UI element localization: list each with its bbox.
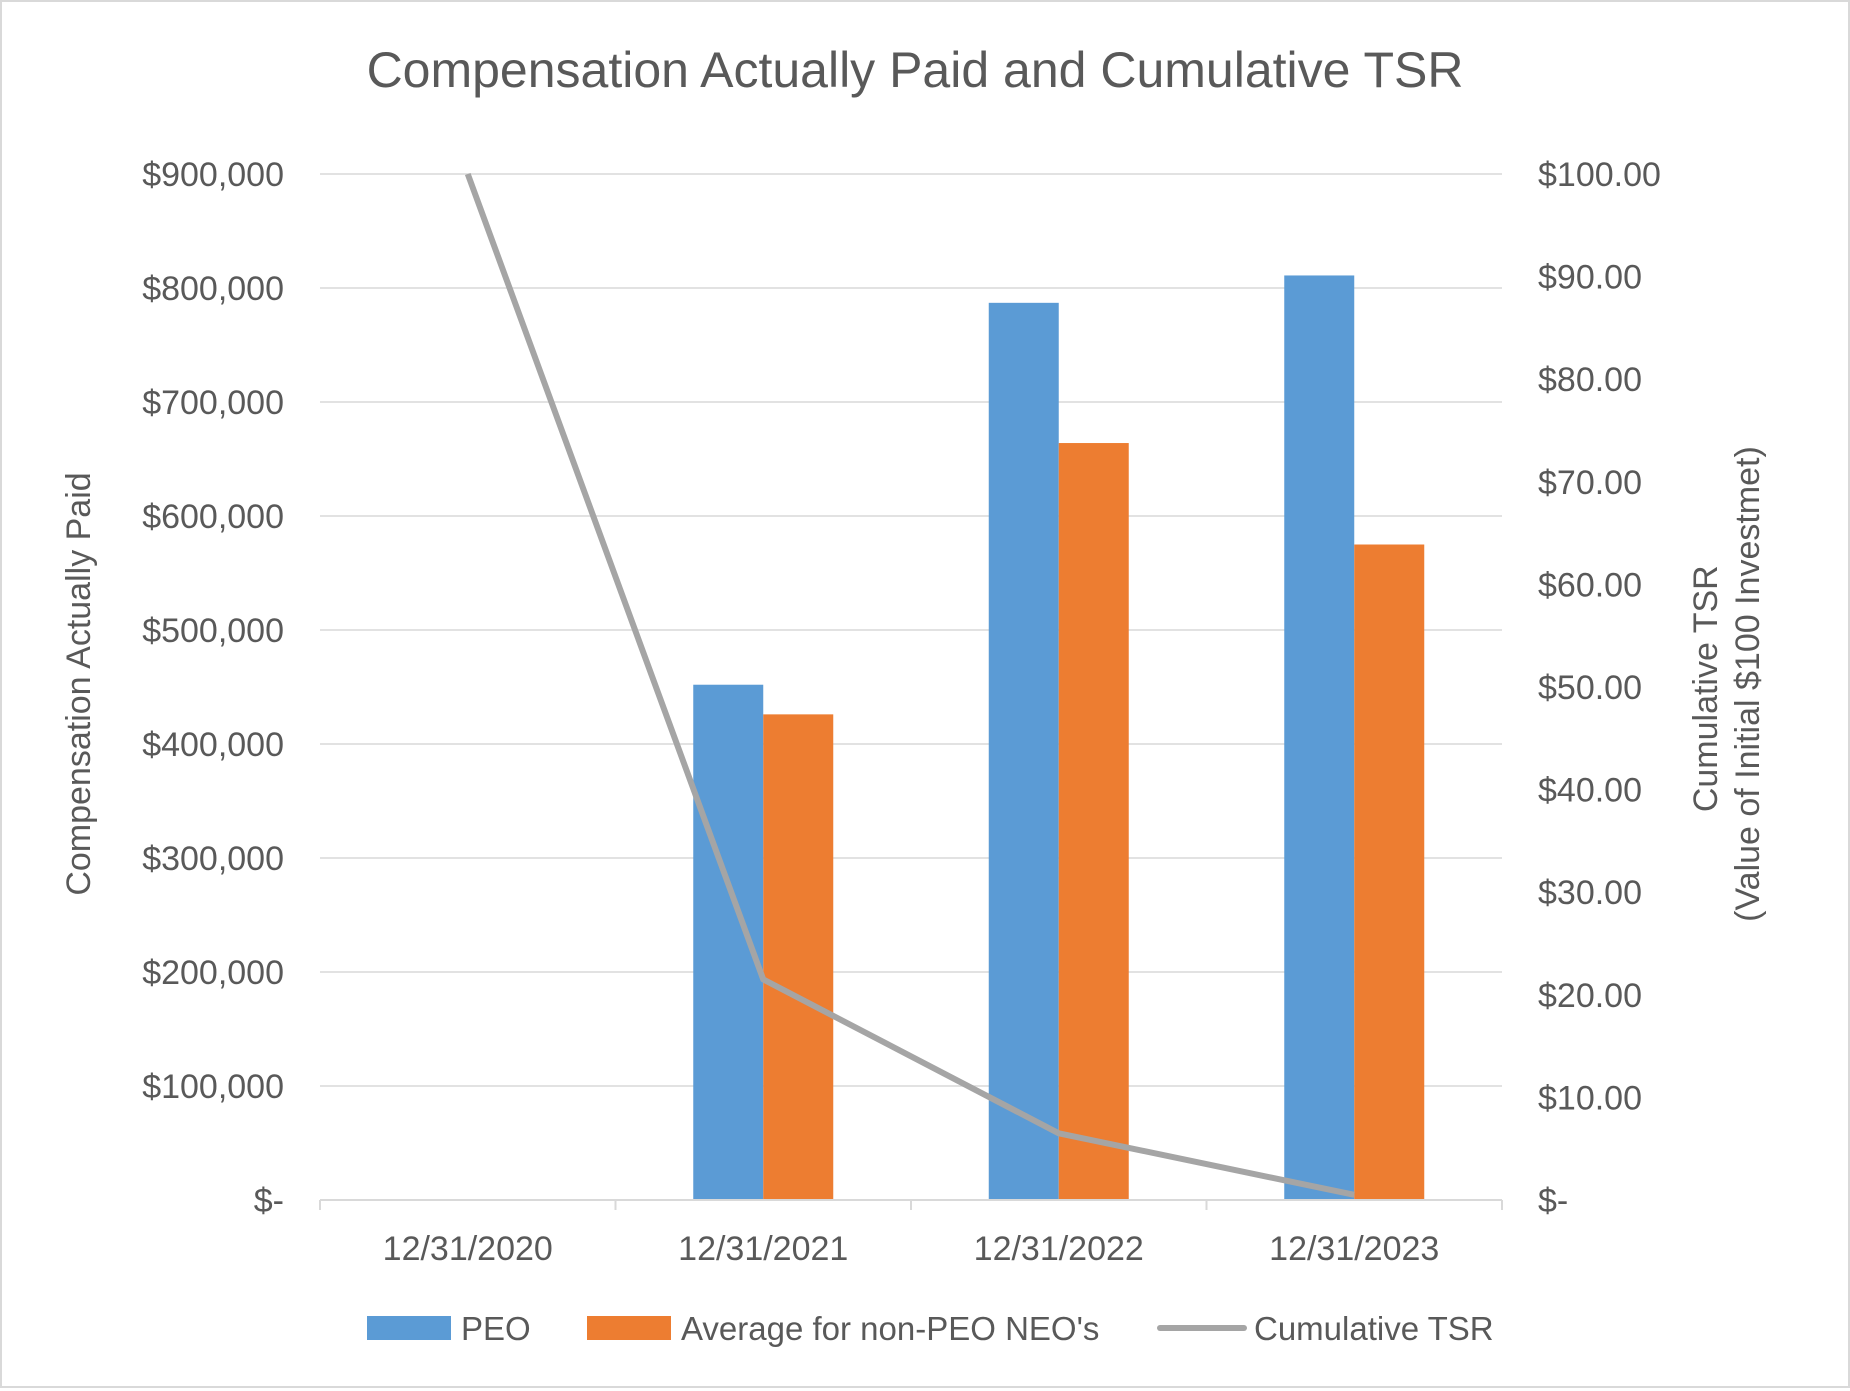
left-tick-label: $-: [254, 1182, 284, 1220]
peo-bar: [988, 302, 1059, 1200]
legend-non-peo-neo-label: Average for non-PEO NEO's: [681, 1310, 1099, 1347]
right-tick-label: $80.00: [1538, 361, 1642, 399]
x-tick-label: 12/31/2023: [1269, 1230, 1439, 1268]
peo-bar: [1284, 275, 1355, 1201]
right-tick-label: $40.00: [1538, 772, 1642, 810]
left-tick-label: $500,000: [142, 612, 284, 650]
left-tick-label: $100,000: [142, 1068, 284, 1106]
right-axis-title-line-1: Cumulative TSR: [1687, 565, 1725, 812]
left-tick-label: $700,000: [142, 384, 284, 422]
non-peo-neo-bar: [1354, 544, 1425, 1200]
left-axis-title: Compensation Actually Paid: [60, 472, 98, 895]
left-axis-ticks: $- $100,000 $200,000 $300,000 $400,000 $500,0…: [142, 156, 284, 1220]
right-axis-title: Cumulative TSR (Value of Initial $100 In…: [1687, 446, 1767, 922]
x-tick-label: 12/31/2022: [974, 1230, 1144, 1268]
left-tick-label: $300,000: [142, 840, 284, 878]
left-tick-label: $800,000: [142, 270, 284, 308]
legend-cumulative-tsr-label: Cumulative TSR: [1254, 1310, 1494, 1347]
right-tick-label: $30.00: [1538, 874, 1642, 912]
x-tick-label: 12/31/2021: [678, 1230, 848, 1268]
bars: [693, 275, 1425, 1201]
gridlines: [320, 173, 1502, 1087]
cumulative-tsr-line: [464, 172, 1355, 1198]
x-tick-label: 12/31/2020: [383, 1230, 553, 1268]
left-tick-label: $600,000: [142, 498, 284, 536]
right-tick-label: $-: [1538, 1182, 1568, 1220]
right-axis-title-line-2: (Value of Initial $100 Investmet): [1729, 446, 1767, 922]
legend-peo-swatch: [367, 1316, 451, 1340]
right-tick-label: $10.00: [1538, 1079, 1642, 1117]
left-tick-label: $200,000: [142, 954, 284, 992]
chart-title: Compensation Actually Paid and Cumulativ…: [367, 42, 1464, 98]
right-tick-label: $100.00: [1538, 156, 1661, 194]
tsr-line-layer: [464, 172, 1355, 1198]
non-peo-neo-bar: [763, 714, 834, 1200]
legend: PEO Average for non-PEO NEO's Cumulative T…: [367, 1310, 1494, 1347]
legend-non-peo-neo-swatch: [587, 1316, 671, 1340]
right-axis-ticks: $- $10.00 $20.00 $30.00 $40.00 $50.00 $60.00 $7…: [1538, 156, 1661, 1220]
right-tick-label: $60.00: [1538, 566, 1642, 604]
right-tick-label: $20.00: [1538, 977, 1642, 1015]
right-tick-label: $50.00: [1538, 669, 1642, 707]
right-tick-label: $90.00: [1538, 259, 1642, 297]
left-tick-label: $400,000: [142, 726, 284, 764]
non-peo-neo-bar: [1058, 443, 1129, 1200]
x-axis: 12/31/2020 12/31/2021 12/31/2022 12/31/2023: [319, 1199, 1503, 1268]
right-tick-label: $70.00: [1538, 464, 1642, 502]
legend-peo-label: PEO: [461, 1310, 531, 1347]
left-tick-label: $900,000: [142, 156, 284, 194]
